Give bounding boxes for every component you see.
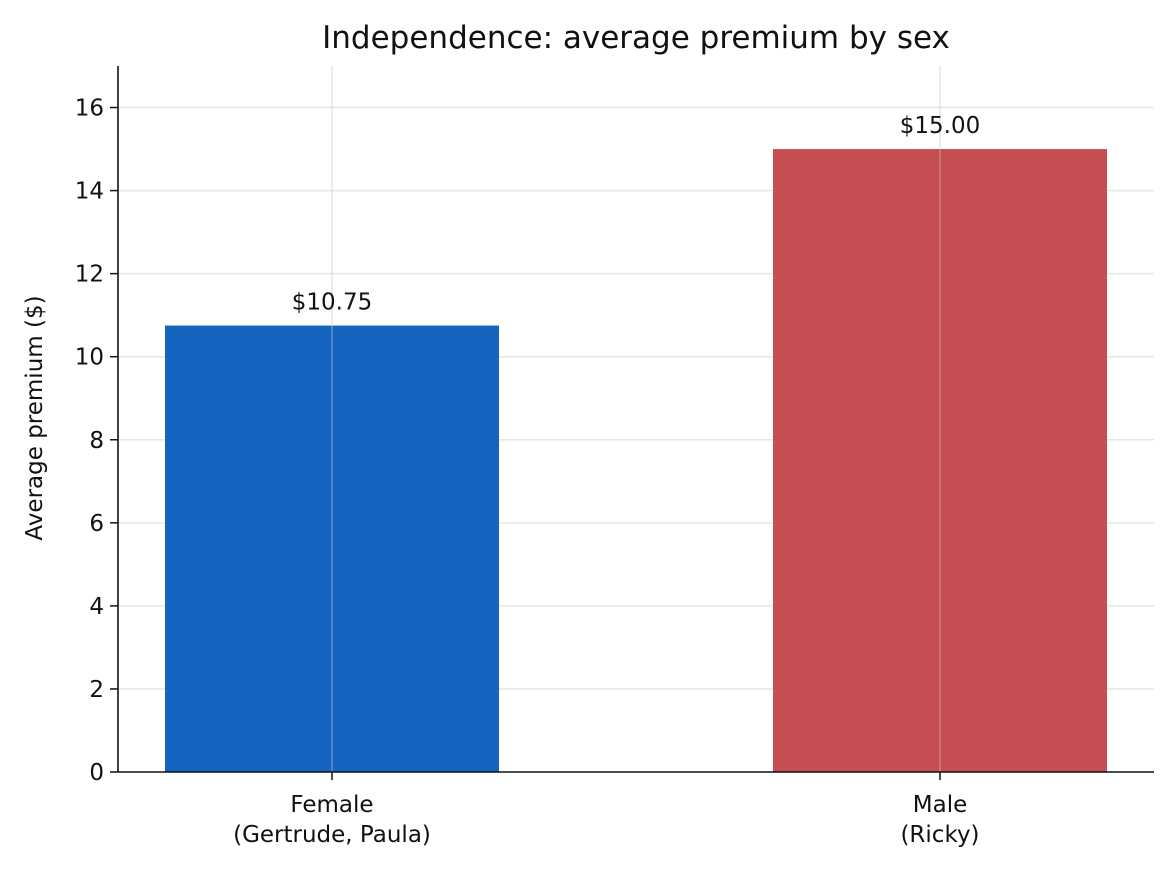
data-label-0: $10.75 <box>292 290 372 316</box>
y-tick-label-10: 10 <box>75 345 104 371</box>
x-tick-label-line: (Ricky) <box>900 822 979 848</box>
y-tick-label-16: 16 <box>75 96 104 122</box>
y-axis-label: Average premium ($) <box>22 295 48 540</box>
x-tick-label-line: Female <box>290 792 373 818</box>
y-tick-label-12: 12 <box>75 262 104 288</box>
y-tick-label-0: 0 <box>89 760 104 786</box>
bar-0 <box>165 325 499 772</box>
labels: 0 2 4 6 8 10 12 14 16 $10.75 Female (Gertrude, Paul… <box>75 96 981 848</box>
bar-1 <box>773 149 1107 772</box>
axes <box>110 66 1154 780</box>
data-label-1: $15.00 <box>900 113 980 139</box>
y-tick-label-2: 2 <box>89 677 104 703</box>
x-tick-label-0: Female (Gertrude, Paula) <box>233 792 431 848</box>
x-tick-label-line: (Gertrude, Paula) <box>233 822 431 848</box>
x-tick-label-1: Male (Ricky) <box>900 792 979 848</box>
y-tick-label-6: 6 <box>89 511 104 537</box>
bars <box>165 149 1107 772</box>
y-tick-label-8: 8 <box>89 428 104 454</box>
x-tick-label-line: Male <box>913 792 967 818</box>
vertical-grid-lines <box>331 66 941 772</box>
chart-title: Independence: average premium by sex <box>322 20 950 56</box>
y-tick-label-4: 4 <box>89 594 104 620</box>
y-tick-label-14: 14 <box>75 179 104 205</box>
